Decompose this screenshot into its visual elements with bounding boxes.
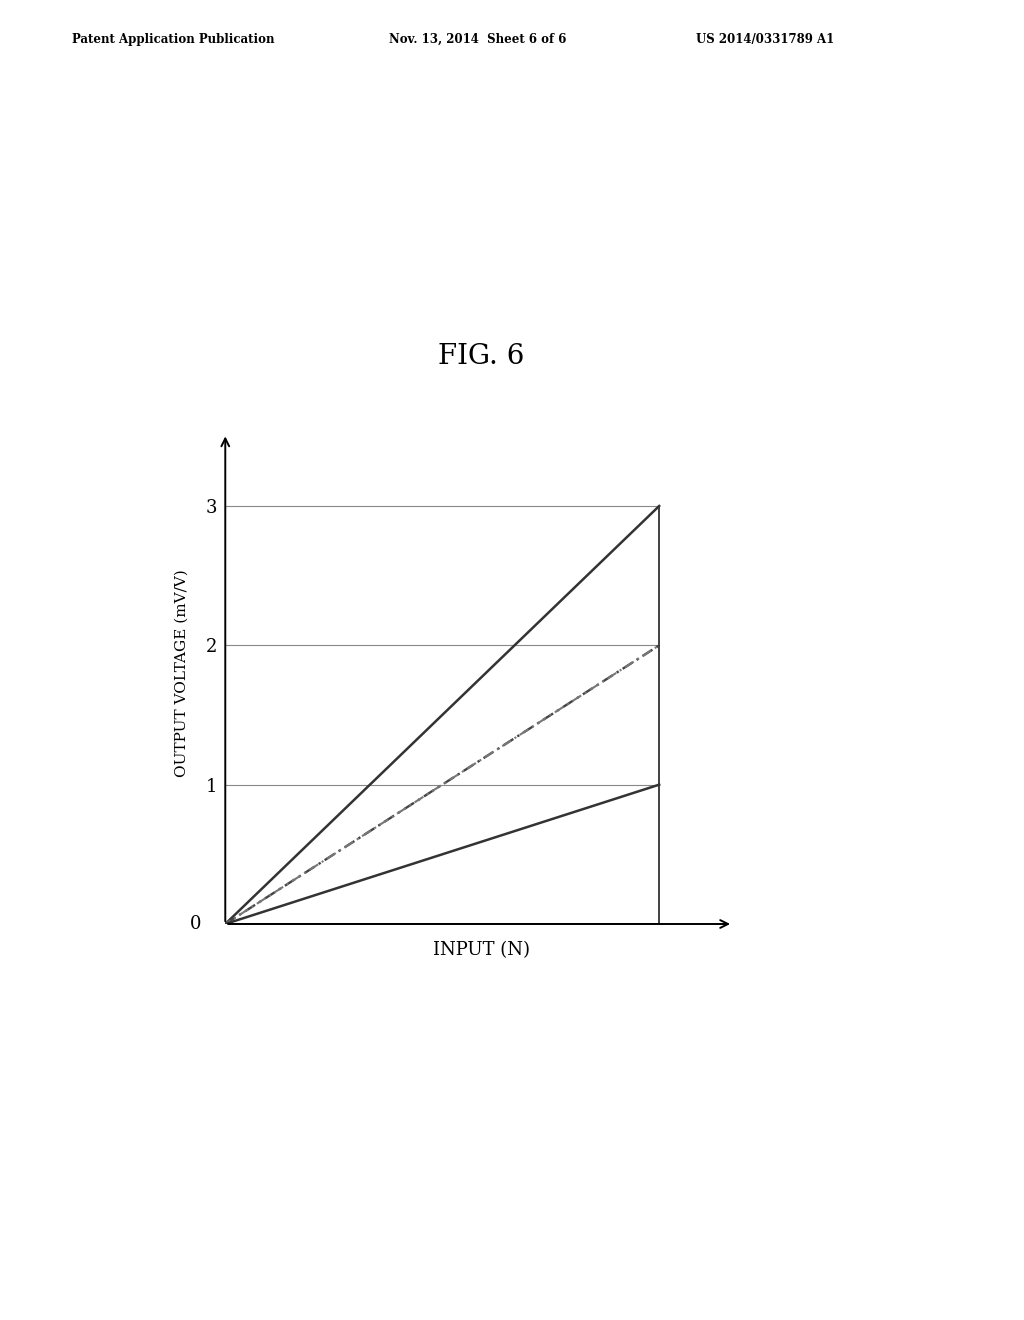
Text: FIG. 6: FIG. 6 [438, 343, 524, 370]
X-axis label: INPUT (N): INPUT (N) [433, 941, 529, 958]
Text: 0: 0 [189, 915, 202, 933]
Text: US 2014/0331789 A1: US 2014/0331789 A1 [696, 33, 835, 46]
Text: Nov. 13, 2014  Sheet 6 of 6: Nov. 13, 2014 Sheet 6 of 6 [389, 33, 566, 46]
Text: Patent Application Publication: Patent Application Publication [72, 33, 274, 46]
Y-axis label: OUTPUT VOLTAGE (mV/V): OUTPUT VOLTAGE (mV/V) [175, 569, 188, 777]
